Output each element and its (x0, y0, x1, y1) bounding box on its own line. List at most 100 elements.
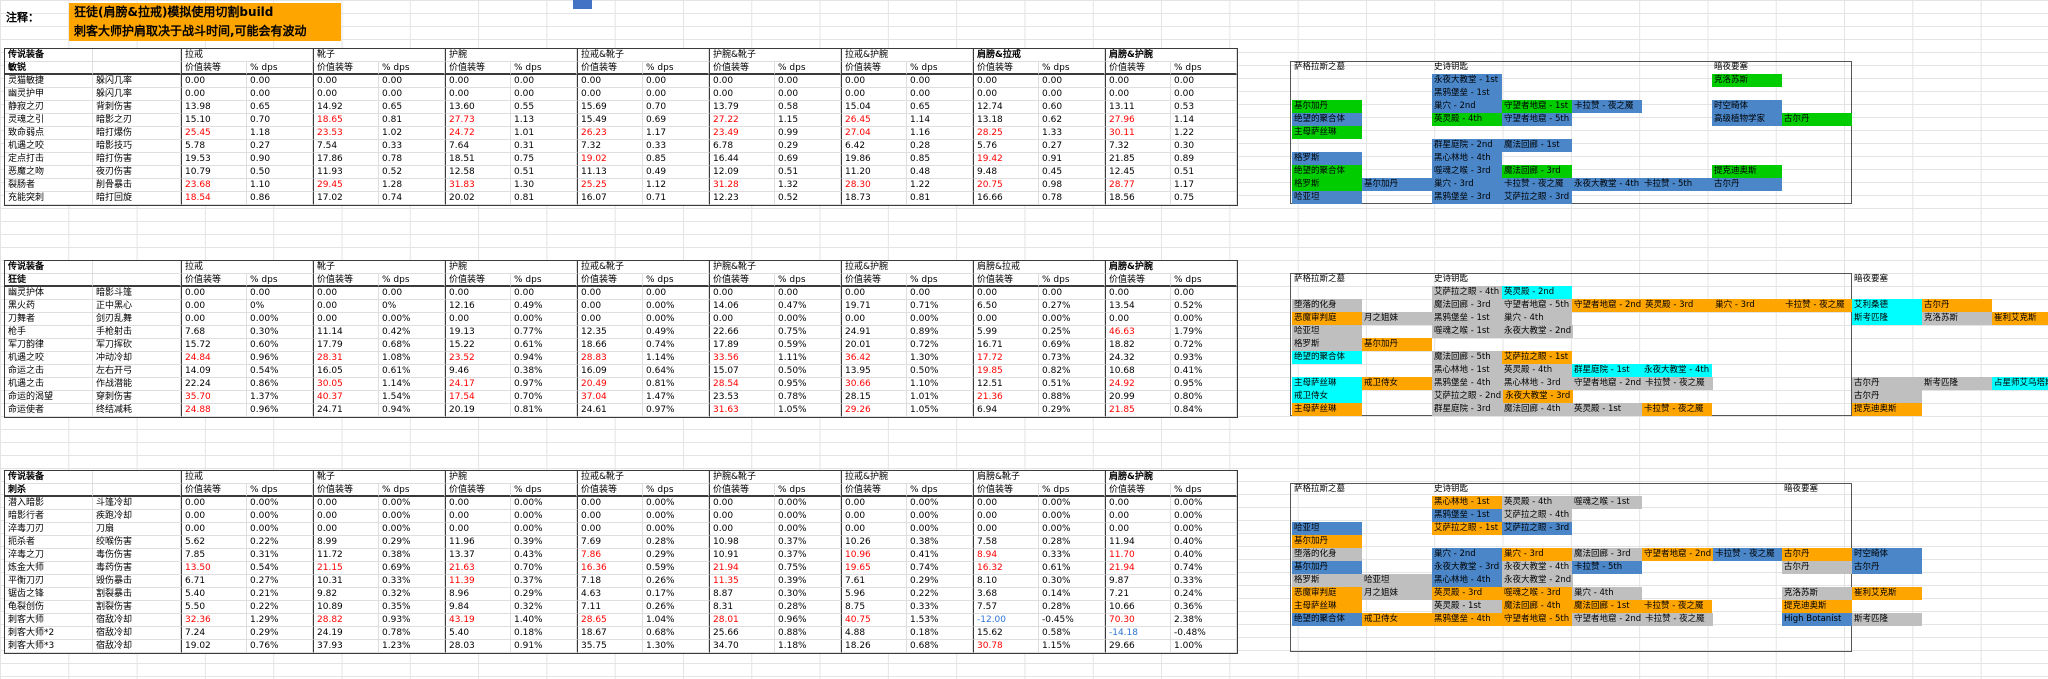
source-cell[interactable]: 基尔加丹 (1292, 535, 1362, 548)
dps-cell[interactable]: 0.00% (643, 523, 709, 536)
value-cell[interactable]: 12.51 (973, 378, 1039, 391)
subheader-dps-cell[interactable]: % dps (247, 484, 313, 497)
dps-cell[interactable]: 0.39% (775, 575, 841, 588)
value-cell[interactable]: 0.00 (181, 510, 247, 523)
value-cell[interactable]: 10.79 (181, 166, 247, 179)
source-cell[interactable]: 斯考匹隆 (1852, 312, 1922, 325)
source-cell[interactable]: 主母萨丝琳 (1292, 600, 1362, 613)
dps-cell[interactable]: 0.00% (643, 510, 709, 523)
affix-cell[interactable]: 毁伤暴击 (93, 575, 181, 588)
dps-cell[interactable]: 0.69 (643, 114, 709, 127)
value-cell[interactable]: 17.02 (313, 192, 379, 205)
dps-cell[interactable]: 0.29% (379, 536, 445, 549)
value-cell[interactable]: 22.66 (709, 326, 775, 339)
dps-cell[interactable]: 0.27% (247, 575, 313, 588)
dps-cell[interactable]: 0.00% (1171, 523, 1237, 536)
affix-cell[interactable]: 暗影斗篷 (93, 287, 181, 300)
dps-cell[interactable]: 0.00% (511, 497, 577, 510)
affix-cell[interactable]: 正中黑心 (93, 300, 181, 313)
affix-cell[interactable]: 穿刺伤害 (93, 391, 181, 404)
value-cell[interactable]: 6.50 (973, 300, 1039, 313)
dps-cell[interactable]: 0.00 (247, 75, 313, 88)
dps-cell[interactable]: 0.96% (247, 352, 313, 365)
dps-cell[interactable]: 1.18 (247, 127, 313, 140)
value-cell[interactable]: 9.84 (445, 601, 511, 614)
value-cell[interactable]: 21.63 (445, 562, 511, 575)
subheader-dps-cell[interactable]: % dps (1171, 484, 1237, 497)
value-cell[interactable]: 26.45 (841, 114, 907, 127)
value-cell[interactable]: 11.72 (313, 549, 379, 562)
value-cell[interactable]: 7.18 (577, 575, 643, 588)
source-cell[interactable]: 巢穴 - 4th (1572, 587, 1642, 600)
value-cell[interactable]: 0.00 (445, 313, 511, 326)
item-name-cell[interactable]: 枪手 (5, 326, 93, 339)
value-cell[interactable]: 17.54 (445, 391, 511, 404)
dps-cell[interactable]: 0.81% (511, 404, 577, 417)
group-header-cell[interactable]: 肩膀&护腕 (1105, 261, 1237, 274)
value-cell[interactable]: 19.13 (445, 326, 511, 339)
value-cell[interactable]: 7.68 (181, 326, 247, 339)
subheader-value-cell[interactable]: 价值装等 (445, 62, 511, 75)
value-cell[interactable]: 25.25 (577, 179, 643, 192)
value-cell[interactable]: 24.92 (1105, 378, 1171, 391)
source-cell[interactable]: 格罗斯 (1292, 338, 1362, 351)
value-cell[interactable]: 21.15 (313, 562, 379, 575)
dps-cell[interactable]: 0.00% (775, 313, 841, 326)
value-cell[interactable]: 24.91 (841, 326, 907, 339)
dps-cell[interactable]: 1.10 (247, 179, 313, 192)
dps-cell[interactable]: 1.01 (511, 127, 577, 140)
value-cell[interactable]: 10.89 (313, 601, 379, 614)
value-cell[interactable]: 12.58 (445, 166, 511, 179)
value-cell[interactable]: 6.94 (973, 404, 1039, 417)
dps-cell[interactable]: 0.00% (643, 313, 709, 326)
source-cell[interactable]: 艾利桑德 (1852, 299, 1922, 312)
item-name-cell[interactable]: 刺客大师*3 (5, 640, 93, 653)
item-name-cell[interactable]: 军刀韵律 (5, 339, 93, 352)
value-cell[interactable]: 0.00 (709, 510, 775, 523)
item-name-cell[interactable]: 淬毒之刀 (5, 549, 93, 562)
source-cell[interactable]: 永夜大教堂 - 4th (1642, 364, 1712, 377)
value-cell[interactable]: 0.00 (313, 497, 379, 510)
dps-cell[interactable]: 0.75% (775, 562, 841, 575)
dps-cell[interactable]: 0.70% (511, 562, 577, 575)
dps-cell[interactable]: 0.86 (247, 192, 313, 205)
source-cell[interactable]: 哈亚坦 (1292, 522, 1362, 535)
affix-cell[interactable]: 暗影之刃 (93, 114, 181, 127)
source-cell[interactable]: 守望者地窟 - 2nd (1572, 613, 1644, 626)
value-cell[interactable]: 19.71 (841, 300, 907, 313)
value-cell[interactable]: 8.96 (445, 588, 511, 601)
value-cell[interactable]: 0.00 (709, 497, 775, 510)
dps-cell[interactable]: 0.00 (379, 287, 445, 300)
affix-cell[interactable]: 割裂伤害 (93, 601, 181, 614)
source-cell[interactable]: 卡拉赞 - 夜之魇 (1502, 178, 1572, 191)
subheader-value-cell[interactable]: 价值装等 (181, 484, 247, 497)
source-cell[interactable]: 哈亚坦 (1292, 191, 1362, 204)
affix-cell[interactable]: 冲动冷却 (93, 352, 181, 365)
dps-cell[interactable]: 0.00 (511, 287, 577, 300)
value-cell[interactable]: 14.09 (181, 365, 247, 378)
group-header-cell[interactable]: 肩膀&护腕 (1105, 471, 1237, 484)
value-cell[interactable]: 18.65 (313, 114, 379, 127)
subheader-value-cell[interactable]: 价值装等 (313, 62, 379, 75)
source-cell[interactable]: 永夜大教堂 - 2nd (1502, 325, 1574, 338)
source-cell[interactable]: 巢穴 - 2nd (1432, 548, 1502, 561)
value-cell[interactable]: 11.96 (445, 536, 511, 549)
value-cell[interactable]: 37.93 (313, 640, 379, 653)
value-cell[interactable]: 21.85 (1105, 404, 1171, 417)
item-name-cell[interactable]: 命运使者 (5, 404, 93, 417)
dps-cell[interactable]: 0.77% (511, 326, 577, 339)
subheader-dps-cell[interactable]: % dps (511, 484, 577, 497)
source-cell[interactable]: 基尔加丹 (1362, 338, 1432, 351)
value-cell[interactable]: 23.53 (313, 127, 379, 140)
dps-cell[interactable]: 0.82% (1039, 365, 1105, 378)
value-cell[interactable]: 28.01 (709, 614, 775, 627)
value-cell[interactable]: 19.02 (181, 640, 247, 653)
value-cell[interactable]: 34.70 (709, 640, 775, 653)
dps-cell[interactable]: 0.48 (907, 166, 973, 179)
affix-cell[interactable]: 躲闪几率 (93, 75, 181, 88)
value-cell[interactable]: 8.99 (313, 536, 379, 549)
value-cell[interactable]: 16.07 (577, 192, 643, 205)
value-cell[interactable]: 23.49 (709, 127, 775, 140)
source-cell[interactable]: 卡拉赞 - 夜之魇 (1713, 548, 1784, 561)
dps-cell[interactable]: 0.70 (247, 114, 313, 127)
